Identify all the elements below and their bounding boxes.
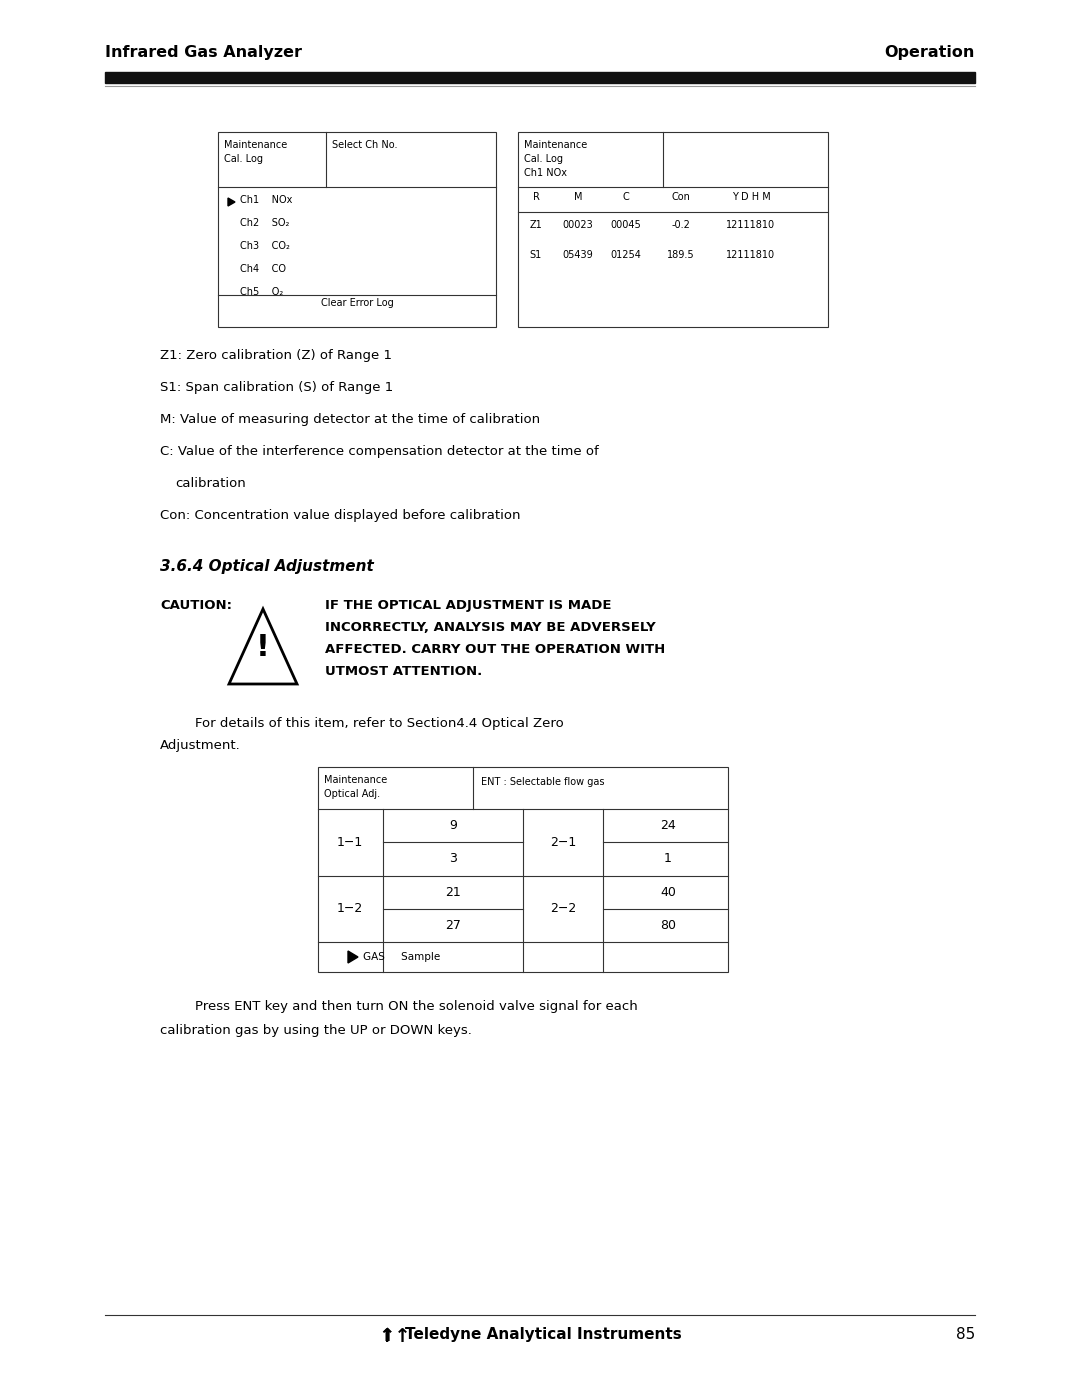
Text: !: !	[256, 633, 270, 662]
Text: 2−2: 2−2	[550, 902, 576, 915]
Text: 1: 1	[664, 852, 672, 865]
Text: Con: Con	[672, 191, 690, 203]
Text: Ch4    CO: Ch4 CO	[240, 264, 286, 274]
Text: ↑↑: ↑↑	[379, 1327, 411, 1345]
Text: Clear Error Log: Clear Error Log	[321, 298, 393, 307]
Text: 3: 3	[449, 852, 457, 865]
Text: -0.2: -0.2	[672, 219, 690, 231]
Text: For details of this item, refer to Section4.4 Optical Zero: For details of this item, refer to Secti…	[195, 717, 564, 731]
Text: 40: 40	[660, 886, 676, 898]
Text: UTMOST ATTENTION.: UTMOST ATTENTION.	[325, 665, 483, 678]
Text: Adjustment.: Adjustment.	[160, 739, 241, 752]
Text: Cal. Log: Cal. Log	[224, 154, 264, 163]
Text: 189.5: 189.5	[667, 250, 694, 260]
Bar	[218, 131, 496, 327]
Text: 80: 80	[660, 919, 676, 932]
Text: R: R	[532, 191, 539, 203]
Text: calibration: calibration	[175, 476, 246, 490]
Text: Teledyne Analytical Instruments: Teledyne Analytical Instruments	[405, 1327, 681, 1343]
Text: C: C	[623, 191, 630, 203]
Text: C: Value of the interference compensation detector at the time of: C: Value of the interference compensatio…	[160, 446, 598, 458]
Text: Optical Adj.: Optical Adj.	[324, 789, 380, 799]
Text: Select Ch No.: Select Ch No.	[332, 140, 397, 149]
Text: calibration gas by using the UP or DOWN keys.: calibration gas by using the UP or DOWN …	[160, 1024, 472, 1037]
Text: Cal. Log: Cal. Log	[524, 154, 563, 163]
Text: Ch1 NOx: Ch1 NOx	[524, 168, 567, 177]
Text: AFFECTED. CARRY OUT THE OPERATION WITH: AFFECTED. CARRY OUT THE OPERATION WITH	[325, 643, 665, 657]
Text: CAUTION:: CAUTION:	[160, 599, 232, 612]
Text: ⬆: ⬆	[379, 1327, 394, 1345]
Text: 2−1: 2−1	[550, 835, 576, 849]
Text: Maintenance: Maintenance	[324, 775, 388, 785]
Text: 00023: 00023	[563, 219, 593, 231]
Text: M: M	[573, 191, 582, 203]
Text: S1: S1	[530, 250, 542, 260]
Text: 21: 21	[445, 886, 461, 898]
Text: 05439: 05439	[563, 250, 593, 260]
Text: 12111810: 12111810	[727, 250, 775, 260]
Text: INCORRECTLY, ANALYSIS MAY BE ADVERSELY: INCORRECTLY, ANALYSIS MAY BE ADVERSELY	[325, 622, 656, 634]
Text: 9: 9	[449, 819, 457, 833]
Polygon shape	[228, 198, 235, 205]
Text: Z1: Zero calibration (Z) of Range 1: Z1: Zero calibration (Z) of Range 1	[160, 349, 392, 362]
Text: IF THE OPTICAL ADJUSTMENT IS MADE: IF THE OPTICAL ADJUSTMENT IS MADE	[325, 599, 611, 612]
Text: Maintenance: Maintenance	[224, 140, 287, 149]
Text: ENT : Selectable flow gas: ENT : Selectable flow gas	[481, 777, 605, 787]
Polygon shape	[348, 951, 357, 963]
Text: M: Value of measuring detector at the time of calibration: M: Value of measuring detector at the ti…	[160, 414, 540, 426]
Text: GAS     Sample: GAS Sample	[363, 951, 441, 963]
Text: Con: Concentration value displayed before calibration: Con: Concentration value displayed befor…	[160, 509, 521, 522]
Text: Ch3    CO₂: Ch3 CO₂	[240, 242, 289, 251]
Bar	[105, 73, 975, 82]
Text: 00045: 00045	[610, 219, 642, 231]
Text: Y D H M: Y D H M	[731, 191, 770, 203]
Text: 27: 27	[445, 919, 461, 932]
Text: 12111810: 12111810	[727, 219, 775, 231]
Text: Ch1    NOx: Ch1 NOx	[240, 196, 293, 205]
Bar	[318, 767, 728, 972]
Text: Operation: Operation	[885, 45, 975, 60]
Text: 85: 85	[956, 1327, 975, 1343]
Bar	[518, 131, 828, 327]
Text: 24: 24	[660, 819, 676, 833]
Text: S1: Span calibration (S) of Range 1: S1: Span calibration (S) of Range 1	[160, 381, 393, 394]
Text: 01254: 01254	[610, 250, 642, 260]
Text: Infrared Gas Analyzer: Infrared Gas Analyzer	[105, 45, 302, 60]
Text: 1−1: 1−1	[337, 835, 363, 849]
Text: Ch5    O₂: Ch5 O₂	[240, 286, 283, 298]
Text: 3.6.4 Optical Adjustment: 3.6.4 Optical Adjustment	[160, 559, 374, 574]
Text: Z1: Z1	[529, 219, 542, 231]
Text: Press ENT key and then turn ON the solenoid valve signal for each: Press ENT key and then turn ON the solen…	[195, 1000, 638, 1013]
Text: 1−2: 1−2	[337, 902, 363, 915]
Text: Maintenance: Maintenance	[524, 140, 588, 149]
Text: Ch2    SO₂: Ch2 SO₂	[240, 218, 289, 228]
